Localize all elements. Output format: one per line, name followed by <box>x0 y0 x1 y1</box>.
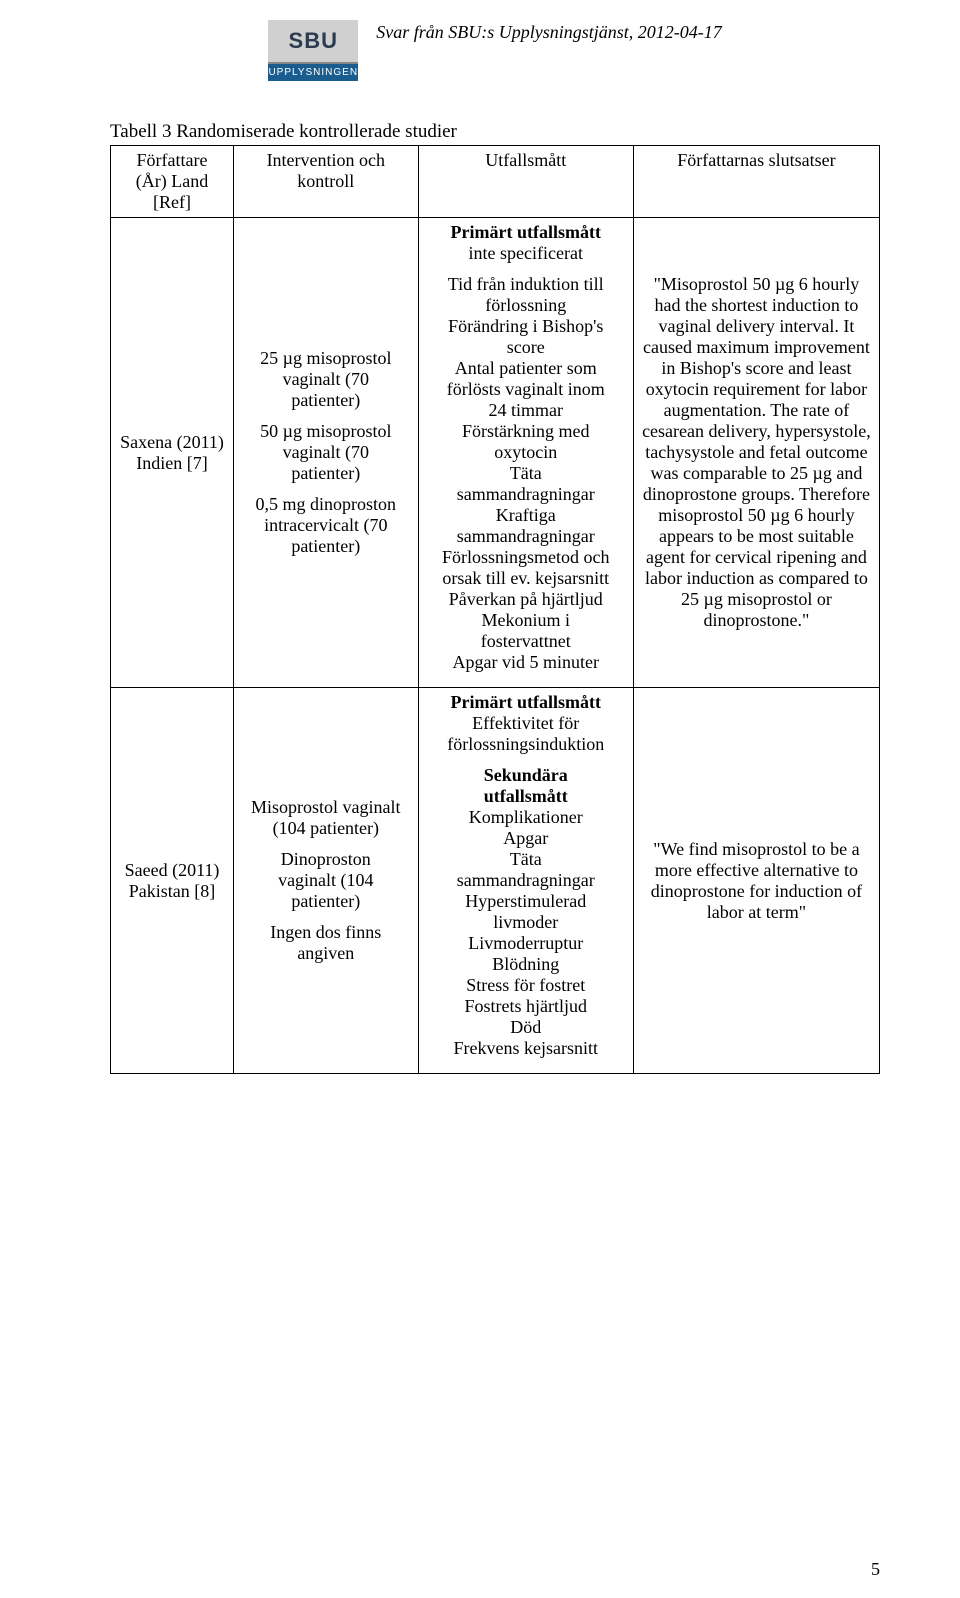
primary-outcome-block: Primärt utfallsmått inte specificerat <box>427 222 625 264</box>
primary-outcome-head: Primärt utfallsmått <box>451 692 601 712</box>
intervention-para: Misoprostol vaginalt(104 patienter) <box>242 797 410 839</box>
outcome-list: Tid från induktion tillförlossningFöränd… <box>427 274 625 673</box>
cell-conclusions: "Misoprostol 50 µg 6 hourly had the shor… <box>633 218 879 688</box>
table-row: Saeed (2011)Pakistan [8] Misoprostol vag… <box>111 688 880 1074</box>
sbu-logo: SBU UPPLYSNINGEN <box>268 20 358 81</box>
intervention-para: 50 µg misoprostolvaginalt (70patienter) <box>242 421 410 484</box>
page-number: 5 <box>871 1559 880 1580</box>
table-title: Tabell 3 Randomiserade kontrollerade stu… <box>110 121 880 143</box>
header-right-text: Svar från SBU:s Upplysningstjänst, 2012-… <box>376 20 722 43</box>
page-header: SBU UPPLYSNINGEN Svar från SBU:s Upplysn… <box>110 20 880 81</box>
primary-outcome-head: Primärt utfallsmått <box>451 222 601 242</box>
page: SBU UPPLYSNINGEN Svar från SBU:s Upplysn… <box>0 0 960 1598</box>
table-row: Saxena (2011)Indien [7] 25 µg misoprosto… <box>111 218 880 688</box>
logo-top-text: SBU <box>268 20 358 64</box>
cell-conclusions: "We find misoprostol to be a more effect… <box>633 688 879 1074</box>
col-outcome-header: Utfallsmått <box>418 146 633 218</box>
cell-author: Saeed (2011)Pakistan [8] <box>111 688 234 1074</box>
secondary-outcome-head: Sekundärautfallsmått <box>484 765 568 806</box>
cell-author: Saxena (2011)Indien [7] <box>111 218 234 688</box>
intervention-para: Ingen dos finnsangiven <box>242 922 410 964</box>
col-intervention-header: Intervention ochkontroll <box>234 146 419 218</box>
cell-intervention: Misoprostol vaginalt(104 patienter) Dino… <box>234 688 419 1074</box>
intervention-para: 0,5 mg dinoprostonintracervicalt (70pati… <box>242 494 410 557</box>
cell-outcome: Primärt utfallsmått Effektivitet förförl… <box>418 688 633 1074</box>
secondary-outcome-block: Sekundärautfallsmått KomplikationerApgar… <box>427 765 625 1059</box>
primary-outcome-body: Effektivitet förförlossningsinduktion <box>447 713 604 754</box>
col-author-header: Författare(År) Land[Ref] <box>111 146 234 218</box>
primary-outcome-block: Primärt utfallsmått Effektivitet förförl… <box>427 692 625 755</box>
logo-bottom-text: UPPLYSNINGEN <box>268 64 358 81</box>
intervention-para: 25 µg misoprostolvaginalt (70patienter) <box>242 348 410 411</box>
cell-intervention: 25 µg misoprostolvaginalt (70patienter) … <box>234 218 419 688</box>
primary-outcome-body: inte specificerat <box>469 243 583 263</box>
studies-table: Författare(År) Land[Ref] Intervention oc… <box>110 145 880 1074</box>
col-conclusions-header: Författarnas slutsatser <box>633 146 879 218</box>
secondary-outcome-body: KomplikationerApgarTätasammandragningarH… <box>453 807 597 1058</box>
intervention-para: Dinoprostonvaginalt (104patienter) <box>242 849 410 912</box>
cell-outcome: Primärt utfallsmått inte specificerat Ti… <box>418 218 633 688</box>
table-header-row: Författare(År) Land[Ref] Intervention oc… <box>111 146 880 218</box>
